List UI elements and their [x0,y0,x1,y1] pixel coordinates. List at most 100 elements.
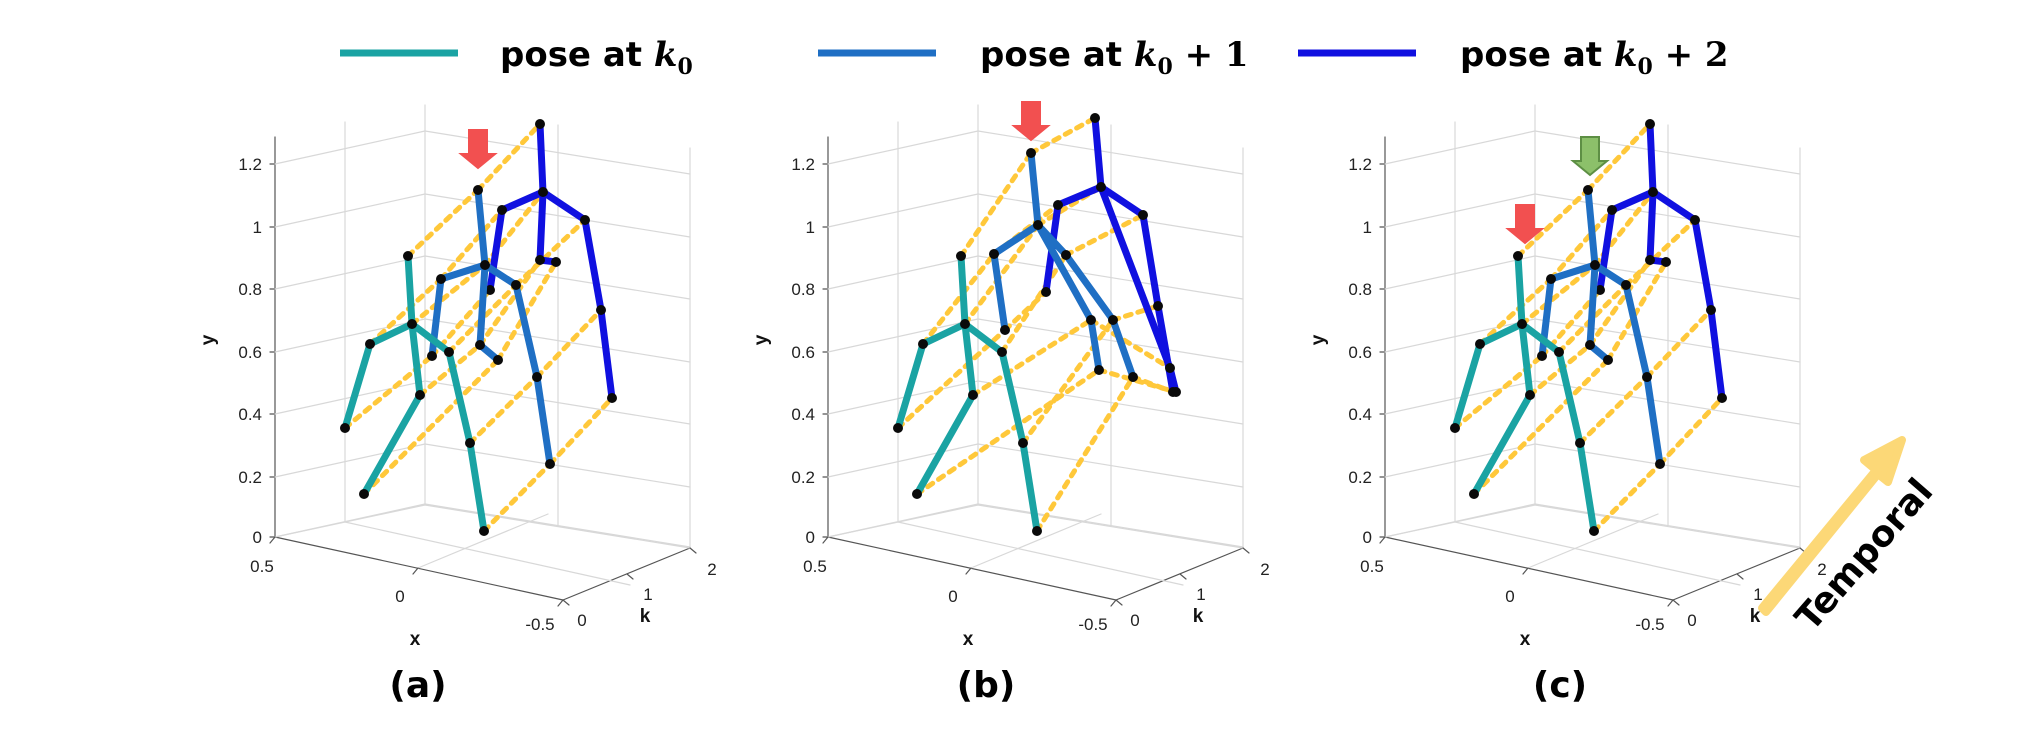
temporal-edge [958,150,1034,259]
bone [1646,188,1657,264]
joint [465,438,475,448]
x-tick-label: 0 [395,587,404,606]
y-tick-label: 1.2 [238,155,262,174]
grid-line [827,193,979,228]
y-tick-label: 1.2 [791,155,815,174]
bone [1584,186,1599,269]
joint [532,372,542,382]
y-axis-label: y [751,334,772,345]
panel-label: (a) [389,665,446,706]
joint [1469,489,1479,499]
temporal-edge [409,262,488,327]
axes-frame: 0 0.2 0.4 0.6 0.8 1 1.2 0.5 0 -0.5 0 1 2 y x k [1308,104,1827,650]
x-axis-label: x [1520,629,1531,650]
bone [474,186,489,269]
grid-line [274,255,426,290]
joint [1475,339,1485,349]
grid-line [827,255,979,290]
temporal-edge [1587,257,1653,348]
joint [493,355,503,365]
grid-line [1527,513,1659,569]
joint [1589,526,1599,536]
bone [597,306,616,402]
x-tick [965,567,972,575]
k-tick [1179,573,1187,580]
bone [1019,439,1041,535]
joint [1153,301,1163,311]
joint [1165,363,1175,373]
y-tick-label: 1 [253,218,262,237]
bone [1547,261,1599,283]
grid-line [1534,504,1801,549]
k-tick-label: 2 [1260,560,1269,579]
grid-line [274,443,426,478]
skeletons [1450,119,1727,536]
grid-line [1384,130,1536,165]
bone [1596,206,1616,294]
joint [427,351,437,361]
bone [1034,221,1095,324]
k-tick-label: 0 [577,611,586,630]
joint [1537,351,1547,361]
skeleton-pose-k0-plus-2 [1041,113,1181,397]
joint [1171,387,1181,397]
joint [535,119,545,129]
bone [1591,261,1630,289]
grid-line [1384,443,1536,478]
temporal-edge [475,121,543,193]
k-tick-label: 2 [1817,560,1826,579]
bone [445,348,474,447]
skeletons [340,119,617,536]
joint [1583,185,1593,195]
x-tick [1667,599,1674,607]
grid-line [1384,504,1536,538]
x-tick [557,599,564,607]
temporal-edge [361,357,501,497]
bone [998,348,1027,447]
skeleton-pose-k0-plus-2 [485,119,617,403]
y-tick-label: 0 [253,528,262,547]
y-axis-label: y [1308,334,1329,345]
joint [1026,148,1036,158]
bone [481,261,520,289]
temporal-edge [467,374,540,446]
k-tick-label: 0 [1687,611,1696,630]
x-tick-label: 0 [948,587,957,606]
bone [1518,320,1563,356]
legend-label-pose-k0: pose at k0 [500,35,693,80]
joint [359,489,369,499]
joint [1661,257,1671,267]
bone [466,439,488,535]
y-axis-label: y [198,334,219,345]
bone [1087,316,1103,374]
skeleton-pose-k0-plus-1 [989,148,1138,382]
k-tick-label: 1 [1196,585,1205,604]
bone [1586,261,1599,349]
bone [404,252,416,328]
joint [485,285,495,295]
temporal-edge [1020,317,1116,446]
panel-label: (c) [1533,665,1587,706]
temporal-edge [495,259,559,363]
axes-frame: 0 0.2 0.4 0.6 0.8 1 1.2 0.5 0 -0.5 0 1 2 y x k [751,104,1270,650]
bone [1608,188,1657,214]
joint [1655,459,1665,469]
joint [1645,119,1655,129]
grid-line [970,513,1102,569]
temporal-edge [405,187,481,259]
k-tick-label: 1 [643,585,652,604]
grid-line [344,521,631,586]
grid-line [1454,521,1741,586]
panel-label: (b) [957,665,1016,706]
x-tick-label: -0.5 [1078,615,1107,634]
joint [1706,305,1716,315]
temporal-edge [1471,357,1611,497]
y-tick-label: 0.6 [791,343,815,362]
x-tick [822,536,829,544]
grid-line [1534,503,1801,548]
skeleton-pose-k0-plus-2 [1595,119,1727,403]
bone [536,120,547,196]
k-tick [1736,573,1744,580]
joint [479,526,489,536]
